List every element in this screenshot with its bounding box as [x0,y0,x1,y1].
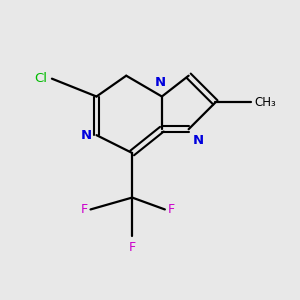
Text: N: N [155,76,166,89]
Text: N: N [193,134,204,147]
Text: F: F [129,241,136,254]
Text: F: F [80,203,88,216]
Text: F: F [168,203,175,216]
Text: Cl: Cl [34,72,47,85]
Text: N: N [81,129,92,142]
Text: CH₃: CH₃ [254,96,276,109]
